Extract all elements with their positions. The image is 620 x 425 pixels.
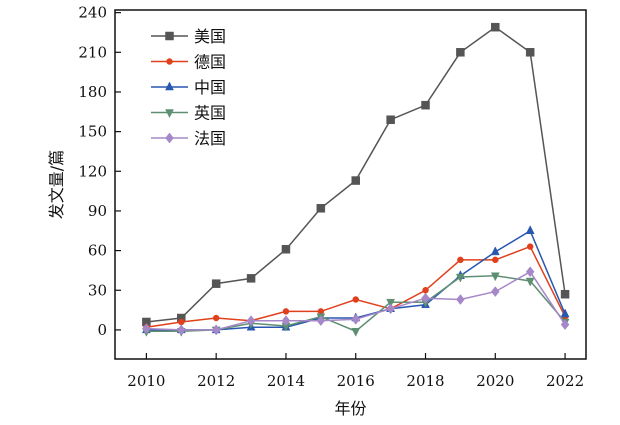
y-axis-title: 发文量/篇 [47, 150, 66, 219]
x-tick-label: 2014 [267, 372, 305, 390]
series-triangle-down [141, 272, 570, 337]
data-point [525, 266, 535, 278]
x-tick-label: 2016 [337, 372, 375, 390]
data-point [386, 115, 395, 124]
data-point [525, 225, 535, 235]
legend-marker [166, 58, 173, 65]
y-tick-label: 60 [88, 242, 107, 260]
data-point [142, 323, 151, 334]
data-point [456, 294, 465, 305]
plot-series [141, 22, 570, 337]
y-tick-label: 150 [78, 123, 107, 141]
axis-ticks: 0 30 60 90 120 150 180 210 240 2010 2012 2014 2016 20… [78, 4, 584, 390]
legend-label: 德国 [194, 53, 226, 72]
plot-frame [114, 9, 587, 360]
data-point [421, 292, 430, 304]
data-point [525, 277, 535, 287]
legend-entry: 中国 [151, 78, 226, 97]
y-tick-label: 90 [88, 202, 107, 220]
data-point [560, 319, 570, 331]
data-point [246, 274, 256, 283]
data-point [490, 246, 500, 256]
y-tick-label: 180 [78, 83, 107, 101]
data-point [178, 318, 185, 326]
legend-entry: 德国 [151, 53, 226, 72]
data-point [316, 315, 326, 327]
data-point [281, 315, 291, 327]
x-tick-label: 2022 [546, 372, 584, 390]
legend-marker [165, 31, 174, 41]
legend-marker [165, 132, 174, 144]
data-point [352, 296, 359, 303]
data-point [422, 287, 429, 294]
data-point [560, 308, 570, 318]
x-tick-label: 2020 [476, 372, 514, 390]
legend-label: 法国 [194, 129, 226, 148]
y-tick-label: 30 [88, 281, 107, 299]
data-point [526, 243, 534, 250]
data-point [490, 286, 500, 297]
data-point [211, 324, 221, 336]
data-point [386, 303, 395, 315]
data-point [456, 48, 465, 57]
data-point [455, 273, 465, 283]
y-tick-label: 120 [78, 162, 107, 180]
data-point [421, 100, 430, 110]
data-point [176, 324, 186, 336]
y-tick-label: 0 [97, 321, 107, 339]
legend-label: 英国 [194, 104, 226, 123]
legend-marker [165, 81, 174, 91]
data-point [316, 204, 326, 213]
data-point [560, 289, 570, 299]
series-square [142, 22, 570, 327]
series-diamond [142, 266, 570, 336]
x-tick-label: 2012 [197, 372, 235, 390]
y-tick-label: 210 [78, 43, 107, 61]
legend-marker [165, 109, 174, 119]
data-point [212, 314, 220, 322]
data-point [490, 272, 500, 282]
data-point [281, 245, 291, 254]
legend-entry: 英国 [151, 104, 226, 123]
data-point [282, 308, 290, 315]
legend-label: 美国 [194, 27, 226, 46]
data-point [491, 22, 500, 32]
data-point [525, 48, 535, 57]
legend-entry: 法国 [151, 129, 226, 148]
x-tick-label: 2018 [406, 372, 444, 390]
data-point [351, 327, 361, 337]
data-point [246, 315, 256, 327]
legend-label: 中国 [194, 78, 226, 97]
data-point [211, 279, 221, 288]
data-point [351, 176, 360, 185]
data-point [492, 256, 499, 264]
legend-entry: 美国 [151, 27, 226, 46]
data-point [457, 256, 464, 264]
x-tick-label: 2010 [127, 372, 165, 390]
data-point [386, 298, 396, 308]
y-tick-label: 240 [78, 4, 107, 22]
x-axis-title: 年份 [334, 399, 366, 418]
data-point [351, 313, 361, 325]
